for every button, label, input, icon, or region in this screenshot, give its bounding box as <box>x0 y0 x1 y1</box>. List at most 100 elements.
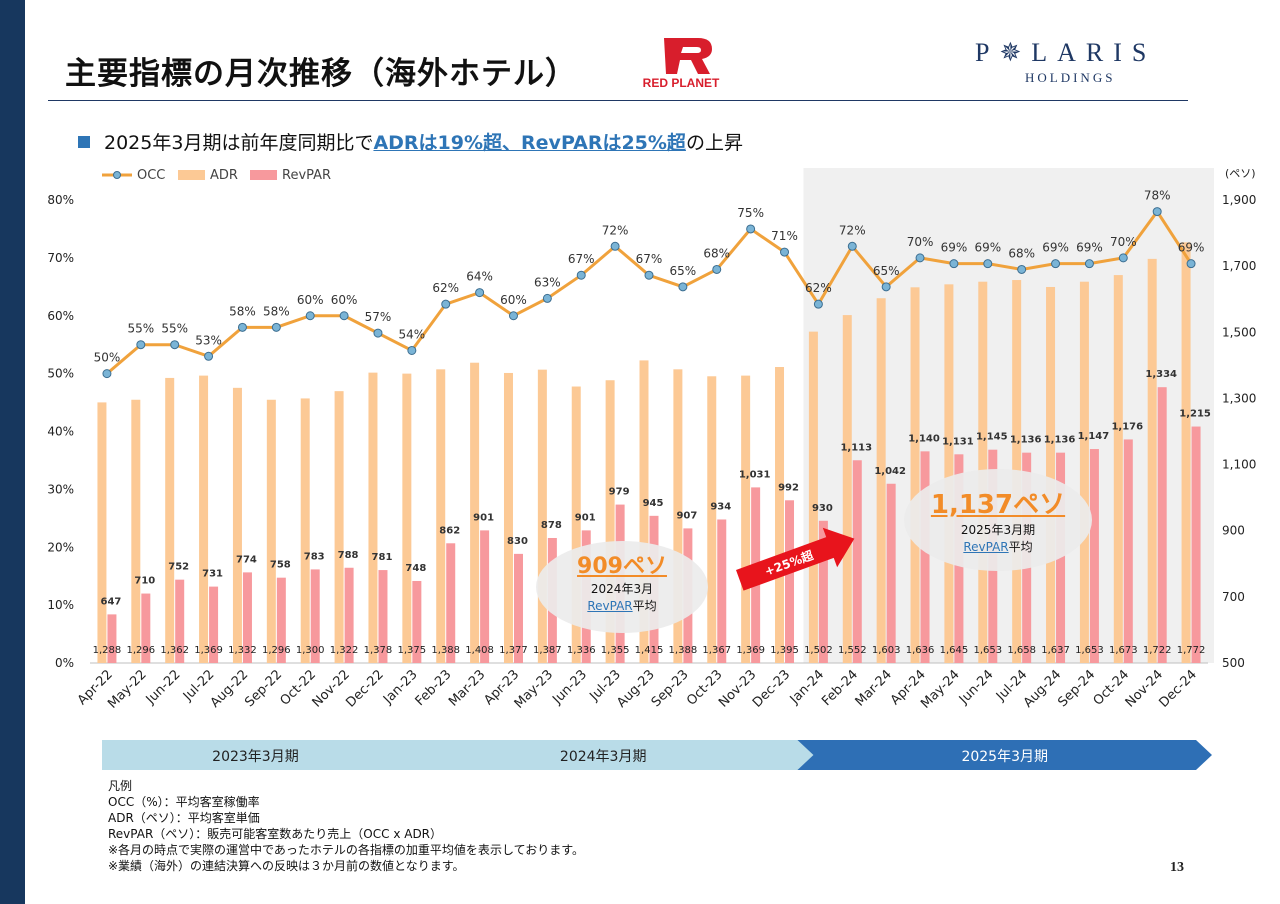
headline-bullet: 2025年3月期は前年度同期比でADRは19%超、RevPARは25%超の上昇 <box>78 128 743 155</box>
revpar-data-label: 862 <box>439 525 460 536</box>
adr-bar <box>876 298 886 663</box>
occ-data-label: 58% <box>229 304 256 318</box>
adr-bar <box>741 375 751 663</box>
x-axis-category-label: May-24 <box>918 667 962 711</box>
occ-data-label: 70% <box>1110 235 1137 249</box>
side-accent-bar <box>0 0 25 904</box>
occ-marker <box>441 299 451 309</box>
revpar-data-label: 1,334 <box>1145 369 1177 380</box>
x-axis-category-label: Aug-24 <box>1021 667 1065 711</box>
adr-bar <box>605 380 615 663</box>
legend-revpar-label: RevPAR <box>282 168 331 183</box>
adr-data-label: 1,415 <box>635 645 664 656</box>
left-axis-tick-label: 20% <box>47 540 74 554</box>
occ-data-label: 69% <box>974 241 1001 255</box>
occ-data-label: 71% <box>771 229 798 243</box>
occ-marker <box>237 322 247 332</box>
right-axis-tick-label: 700 <box>1222 590 1245 604</box>
adr-bar <box>775 367 785 663</box>
revpar-data-label: 1,031 <box>739 469 771 480</box>
occ-data-label: 50% <box>94 351 121 365</box>
fy2025-shaded-region <box>803 168 1214 663</box>
x-axis-category-label: Sep-22 <box>242 667 285 710</box>
legend-adr-swatch <box>178 170 205 180</box>
occ-marker <box>1152 207 1162 217</box>
occ-marker <box>847 241 857 251</box>
legend-note: ADR（ペソ）：平均客室単価 <box>108 811 260 825</box>
revpar-bar <box>242 572 252 663</box>
page-number: 13 <box>1170 860 1184 875</box>
callout-fy2025-bubble <box>904 469 1092 571</box>
adr-data-label: 1,362 <box>160 645 189 656</box>
adr-data-label: 1,367 <box>702 645 731 656</box>
x-axis-category-label: Jun-22 <box>143 667 184 708</box>
right-axis-tick-label: 1,500 <box>1222 325 1256 339</box>
right-axis-tick-label: 500 <box>1222 656 1245 670</box>
occ-marker <box>1186 259 1196 269</box>
revpar-data-label: 774 <box>236 554 257 565</box>
occ-data-label: 68% <box>703 246 730 260</box>
callout-fy2024-period: 2024年3月 <box>590 582 654 596</box>
occ-data-label: 78% <box>1144 189 1171 203</box>
callout-fy2024-suffix: 平均 <box>632 599 657 613</box>
adr-bar <box>639 360 649 663</box>
legend-note: ※業績（海外）の連結決算への反映は３か月前の数値となります。 <box>108 859 465 873</box>
legend-adr-label: ADR <box>210 168 238 183</box>
revpar-data-label: 1,140 <box>908 433 940 444</box>
adr-bar <box>131 399 141 663</box>
occ-marker <box>746 224 756 234</box>
callout-fy2025-value: 1,137ペソ <box>930 490 1066 520</box>
revpar-bar <box>141 593 151 663</box>
adr-bar <box>402 373 412 663</box>
revpar-data-label: 1,113 <box>840 442 872 453</box>
x-axis-category-label: Aug-22 <box>208 667 252 711</box>
revpar-bar <box>175 579 185 663</box>
occ-data-label: 65% <box>670 264 697 278</box>
occ-data-label: 69% <box>941 241 968 255</box>
adr-data-label: 1,369 <box>736 645 765 656</box>
occ-data-label: 72% <box>602 223 629 237</box>
adr-data-label: 1,653 <box>973 645 1002 656</box>
occ-data-label: 63% <box>534 275 561 289</box>
occ-data-label: 69% <box>1042 241 1069 255</box>
adr-bar <box>944 284 954 663</box>
revpar-data-label: 788 <box>338 550 359 561</box>
adr-bar <box>300 398 310 663</box>
occ-marker <box>508 311 518 321</box>
revpar-data-label: 901 <box>575 512 596 523</box>
callout-fy2025-period: 2025年3月期 <box>960 523 1036 537</box>
occ-marker <box>170 340 180 350</box>
adr-data-label: 1,636 <box>906 645 935 656</box>
adr-data-label: 1,378 <box>364 645 393 656</box>
adr-bar <box>1046 286 1056 663</box>
growth-arrow-shape <box>736 527 855 591</box>
occ-data-label: 67% <box>636 252 663 266</box>
title-divider <box>48 100 1188 101</box>
occ-marker <box>373 328 383 338</box>
occ-data-label: 57% <box>365 310 392 324</box>
adr-bar <box>232 387 242 663</box>
occ-marker <box>1017 264 1027 274</box>
revpar-bar <box>412 580 422 663</box>
occ-marker <box>204 351 214 361</box>
occ-marker <box>136 340 146 350</box>
revpar-data-label: 979 <box>609 487 630 498</box>
revpar-data-label: 907 <box>676 510 697 521</box>
revpar-data-label: 647 <box>101 596 122 607</box>
occ-marker <box>576 270 586 280</box>
occ-data-label: 54% <box>399 327 426 341</box>
adr-bar <box>673 369 683 663</box>
adr-bar <box>503 372 513 663</box>
adr-data-label: 1,388 <box>431 645 460 656</box>
revpar-bar <box>344 567 354 663</box>
right-axis-tick-label: 1,900 <box>1222 193 1256 207</box>
headline-suffix: の上昇 <box>685 132 743 154</box>
adr-bar <box>97 402 107 663</box>
adr-data-label: 1,300 <box>296 645 325 656</box>
occ-marker <box>102 369 112 379</box>
revpar-data-label: 748 <box>405 563 426 574</box>
adr-bar <box>571 386 581 663</box>
adr-data-label: 1,502 <box>804 645 833 656</box>
revpar-bar <box>818 520 828 663</box>
